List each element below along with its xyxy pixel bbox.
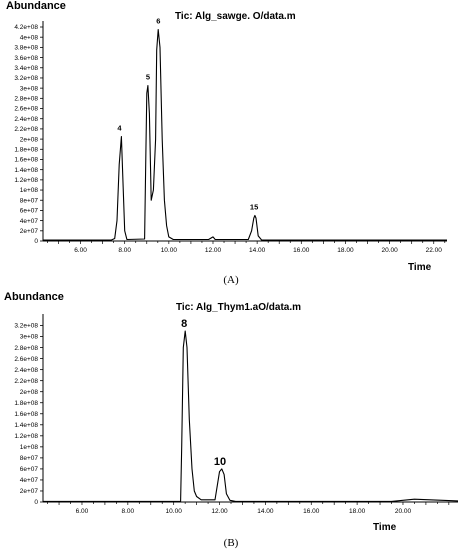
- y-tick-label: 1.8e+08: [14, 146, 38, 153]
- y-tick-label: 6e+07: [20, 208, 39, 215]
- peak-label: 6: [156, 17, 160, 26]
- y-tick-label: 8e+07: [20, 197, 39, 204]
- y-tick-label: 2.6e+08: [14, 356, 38, 363]
- peak-label: 5: [146, 73, 150, 82]
- x-tick-label: 8.00: [122, 508, 135, 515]
- y-tick-label: 2.2e+08: [14, 378, 38, 385]
- y-tick-label: 3e+08: [20, 85, 39, 92]
- peak-label: 4: [117, 124, 122, 133]
- x-tick-label: 18.00: [349, 508, 366, 515]
- y-tick-label: 2e+07: [20, 488, 39, 495]
- y-tick-label: 2.4e+08: [14, 367, 38, 374]
- x-tick-label: 6.00: [74, 247, 87, 254]
- chromatogram-trace: [43, 28, 447, 241]
- x-axis-label: Time: [373, 522, 397, 533]
- peak-label: 10: [214, 456, 226, 468]
- y-tick-label: 0: [34, 238, 38, 245]
- peak-label: 15: [250, 203, 258, 212]
- x-tick-label: 6.00: [76, 508, 89, 515]
- y-tick-label: 8e+07: [20, 455, 39, 462]
- y-tick-label: 2.2e+08: [14, 126, 38, 133]
- y-tick-label: 2e+08: [20, 389, 39, 396]
- y-tick-label: 4.2e+08: [14, 24, 38, 31]
- y-tick-label: 3e+08: [20, 334, 39, 341]
- x-tick-label: 16.00: [293, 247, 310, 254]
- y-tick-label: 1.6e+08: [14, 157, 38, 164]
- y-tick-label: 1.4e+08: [14, 422, 38, 429]
- y-tick-label: 4e+07: [20, 477, 39, 484]
- y-tick-label: 3.6e+08: [14, 55, 38, 62]
- y-tick-label: 2.8e+08: [14, 96, 38, 103]
- x-tick-label: 20.00: [381, 247, 398, 254]
- y-tick-label: 1e+08: [20, 444, 39, 451]
- chromatogram-trace: [43, 330, 459, 502]
- y-tick-label: 3.2e+08: [14, 323, 38, 330]
- y-tick-label: 3.4e+08: [14, 65, 38, 72]
- y-tick-label: 1.2e+08: [14, 433, 38, 440]
- x-tick-label: 16.00: [303, 508, 320, 515]
- x-tick-label: 12.00: [211, 508, 228, 515]
- y-axis-label: Abundance: [4, 291, 64, 303]
- x-tick-label: 10.00: [166, 508, 183, 515]
- panel-label: (B): [224, 537, 239, 549]
- x-tick-label: 14.00: [249, 247, 266, 254]
- y-tick-label: 1.8e+08: [14, 400, 38, 407]
- peak-label: 8: [181, 318, 187, 330]
- y-tick-label: 6e+07: [20, 466, 39, 473]
- x-tick-label: 14.00: [257, 508, 274, 515]
- y-tick-label: 0: [34, 499, 38, 506]
- y-tick-label: 4e+08: [20, 34, 39, 41]
- x-tick-label: 18.00: [337, 247, 354, 254]
- y-tick-label: 1e+08: [20, 187, 39, 194]
- y-tick-label: 1.2e+08: [14, 177, 38, 184]
- y-tick-label: 2e+08: [20, 136, 39, 143]
- x-tick-label: 12.00: [205, 247, 222, 254]
- y-tick-label: 2.6e+08: [14, 106, 38, 113]
- x-tick-label: 22.00: [426, 247, 443, 254]
- y-axis-label: Abundance: [6, 0, 66, 12]
- x-tick-label: 20.00: [395, 508, 412, 515]
- y-tick-label: 1.6e+08: [14, 411, 38, 418]
- chart-title: Tic: Alg_Thym1.aO/data.m: [176, 302, 301, 313]
- x-tick-label: 8.00: [118, 247, 131, 254]
- y-tick-label: 3.2e+08: [14, 75, 38, 82]
- y-tick-label: 1.4e+08: [14, 167, 38, 174]
- y-tick-label: 2.8e+08: [14, 345, 38, 352]
- y-tick-label: 3.8e+08: [14, 45, 38, 52]
- y-tick-label: 2e+07: [20, 228, 39, 235]
- panel-label: (A): [223, 274, 239, 286]
- x-tick-label: 10.00: [161, 247, 178, 254]
- x-axis-label: Time: [408, 262, 432, 273]
- y-tick-label: 2.4e+08: [14, 116, 38, 123]
- y-tick-label: 4e+07: [20, 218, 39, 225]
- chart-title: Tic: Alg_sawge. O/data.m: [175, 11, 296, 22]
